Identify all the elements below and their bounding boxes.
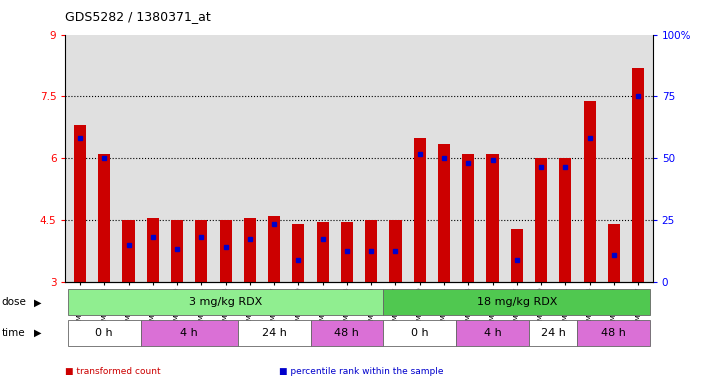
Bar	[316, 222, 328, 282]
Text: 18 mg/kg RDX: 18 mg/kg RDX	[476, 297, 557, 308]
Text: ■ percentile rank within the sample: ■ percentile rank within the sample	[279, 367, 443, 376]
Bar	[74, 125, 86, 282]
Bar	[390, 220, 402, 282]
Bar	[383, 290, 651, 315]
Bar	[535, 158, 547, 282]
Bar	[196, 220, 208, 282]
Text: 0 h: 0 h	[95, 328, 113, 338]
Text: 24 h: 24 h	[262, 328, 287, 338]
Text: dose: dose	[1, 297, 26, 308]
Bar	[311, 320, 383, 346]
Bar	[608, 224, 620, 282]
Text: ■ transformed count: ■ transformed count	[65, 367, 161, 376]
Bar	[292, 224, 304, 282]
Bar	[141, 320, 237, 346]
Bar	[486, 154, 498, 282]
Bar	[171, 220, 183, 282]
Bar	[98, 154, 110, 282]
Text: 24 h: 24 h	[541, 328, 566, 338]
Bar	[584, 101, 596, 282]
Text: ▶: ▶	[34, 328, 42, 338]
Bar	[220, 220, 232, 282]
Bar	[68, 320, 141, 346]
Text: 48 h: 48 h	[334, 328, 359, 338]
Bar	[341, 222, 353, 282]
Bar	[383, 320, 456, 346]
Bar	[510, 228, 523, 282]
Bar	[577, 320, 651, 346]
Bar	[365, 220, 378, 282]
Text: 0 h: 0 h	[411, 328, 429, 338]
Bar	[68, 290, 383, 315]
Text: 48 h: 48 h	[602, 328, 626, 338]
Bar	[529, 320, 577, 346]
Text: time: time	[1, 328, 25, 338]
Bar	[146, 218, 159, 282]
Text: ▶: ▶	[34, 297, 42, 308]
Text: 3 mg/kg RDX: 3 mg/kg RDX	[189, 297, 262, 308]
Text: GDS5282 / 1380371_at: GDS5282 / 1380371_at	[65, 10, 211, 23]
Bar	[244, 218, 256, 282]
Bar	[122, 220, 134, 282]
Bar	[462, 154, 474, 282]
Bar	[414, 138, 426, 282]
Bar	[438, 144, 450, 282]
Bar	[237, 320, 311, 346]
Bar	[456, 320, 529, 346]
Bar	[268, 216, 280, 282]
Text: 4 h: 4 h	[483, 328, 501, 338]
Bar	[632, 68, 644, 282]
Bar	[560, 158, 572, 282]
Text: 4 h: 4 h	[181, 328, 198, 338]
